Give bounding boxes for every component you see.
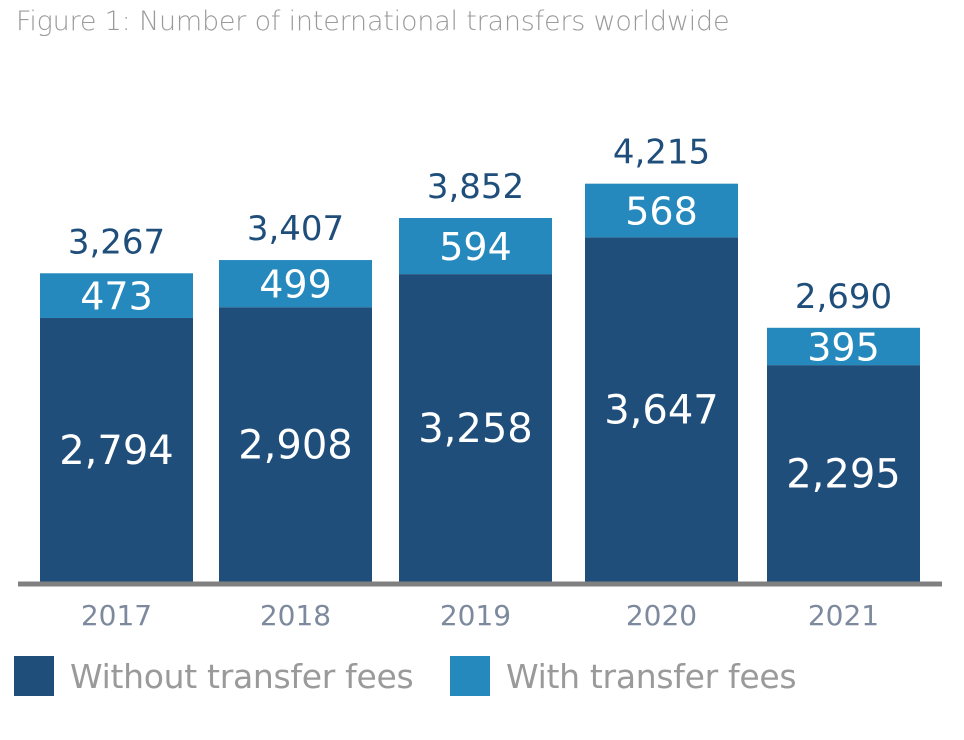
total-label-2021: 2,690 [795,277,892,317]
data-label-with-fees-2021: 395 [807,325,880,369]
x-tick-label-2019: 2019 [440,599,511,632]
bar-without-fees-2019 [399,274,552,582]
bar-without-fees-2017 [40,317,193,582]
chart-title: Figure 1: Number of international transf… [16,6,730,37]
legend-item-with-fees: With transfer fees [450,652,797,700]
x-tick-label-2017: 2017 [81,599,152,632]
data-label-without-fees-2021: 2,295 [786,452,901,498]
bar-without-fees-2020 [585,237,738,582]
legend-item-without-fees: Without transfer fees [14,652,414,700]
x-tick-label-2020: 2020 [626,599,697,632]
bar-with-fees-2018 [219,260,372,308]
bars-layer [40,183,920,582]
bar-with-fees-2017 [40,273,193,318]
legend-swatch-without-fees [14,656,54,696]
data-label-with-fees-2017: 473 [80,275,153,319]
bar-with-fees-2019 [399,217,552,275]
legend-label-without-fees: Without transfer fees [70,656,414,696]
data-label-with-fees-2020: 568 [625,190,698,234]
total-label-2017: 3,267 [68,222,165,262]
data-label-without-fees-2017: 2,794 [59,428,174,474]
total-label-2019: 3,852 [427,167,524,207]
bar-without-fees-2018 [219,307,372,582]
total-label-2018: 3,407 [247,209,344,249]
total-label-2020: 4,215 [613,133,710,173]
bar-with-fees-2021 [767,327,920,366]
data-label-without-fees-2020: 3,647 [604,388,719,434]
legend-label-with-fees: With transfer fees [506,656,797,696]
bar-with-fees-2020 [585,183,738,238]
data-label-without-fees-2018: 2,908 [238,423,353,469]
data-label-without-fees-2019: 3,258 [418,406,533,452]
bar-without-fees-2021 [767,365,920,582]
x-tick-label-2021: 2021 [808,599,879,632]
data-label-with-fees-2019: 594 [439,225,512,269]
x-tick-label-2018: 2018 [260,599,331,632]
legend-swatch-with-fees [450,656,490,696]
labels-layer: 2,794 473 3,267 2017 2,908 499 3,407 2018 3,258 5… [59,133,901,632]
data-label-with-fees-2018: 499 [259,263,332,307]
